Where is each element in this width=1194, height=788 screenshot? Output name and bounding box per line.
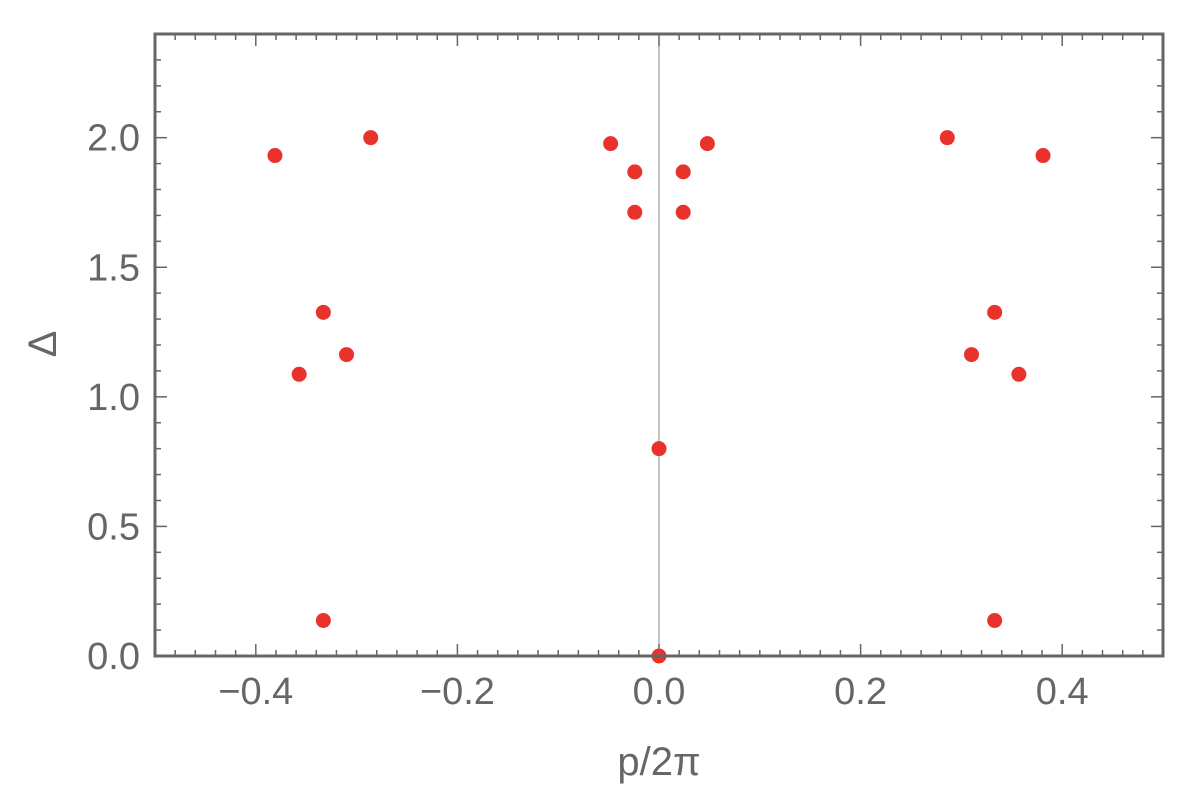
data-point — [339, 347, 355, 363]
y-tick-label: 1.0 — [87, 377, 140, 419]
data-point — [627, 164, 643, 180]
data-point — [675, 164, 691, 180]
y-tick-labels: 0.0 0.5 1.0 1.5 2.0 — [87, 118, 140, 678]
data-point — [627, 204, 643, 220]
x-tick-label: 0.4 — [1036, 671, 1089, 713]
x-axis-label: p/2π — [617, 740, 700, 784]
data-point — [315, 612, 331, 628]
data-point — [987, 612, 1003, 628]
x-tick-label: 0.0 — [633, 671, 686, 713]
data-point — [1011, 366, 1027, 382]
data-point — [987, 304, 1003, 320]
data-point — [315, 304, 331, 320]
x-tick-label: −0.4 — [218, 671, 293, 713]
x-tick-label: −0.2 — [420, 671, 495, 713]
x-tick-labels: −0.4 −0.2 0.0 0.2 0.4 — [218, 671, 1088, 713]
y-axis-label: Δ — [21, 331, 65, 358]
data-point — [267, 148, 283, 164]
data-points-layer — [267, 130, 1051, 664]
data-point — [963, 347, 979, 363]
plot-frame — [153, 32, 1165, 658]
data-point — [699, 136, 715, 152]
y-tick-label: 1.5 — [87, 247, 140, 289]
data-point — [363, 130, 379, 146]
y-tick-label: 0.5 — [87, 506, 140, 548]
data-point — [675, 204, 691, 220]
y-tick-label: 2.0 — [87, 118, 140, 160]
data-point — [291, 366, 307, 382]
data-point — [939, 130, 955, 146]
plot-frame-layer — [153, 32, 1165, 658]
x-tick-label: 0.2 — [834, 671, 887, 713]
data-point — [651, 441, 667, 457]
data-point — [603, 136, 619, 152]
data-point — [1035, 148, 1051, 164]
y-tick-label: 0.0 — [87, 636, 140, 678]
